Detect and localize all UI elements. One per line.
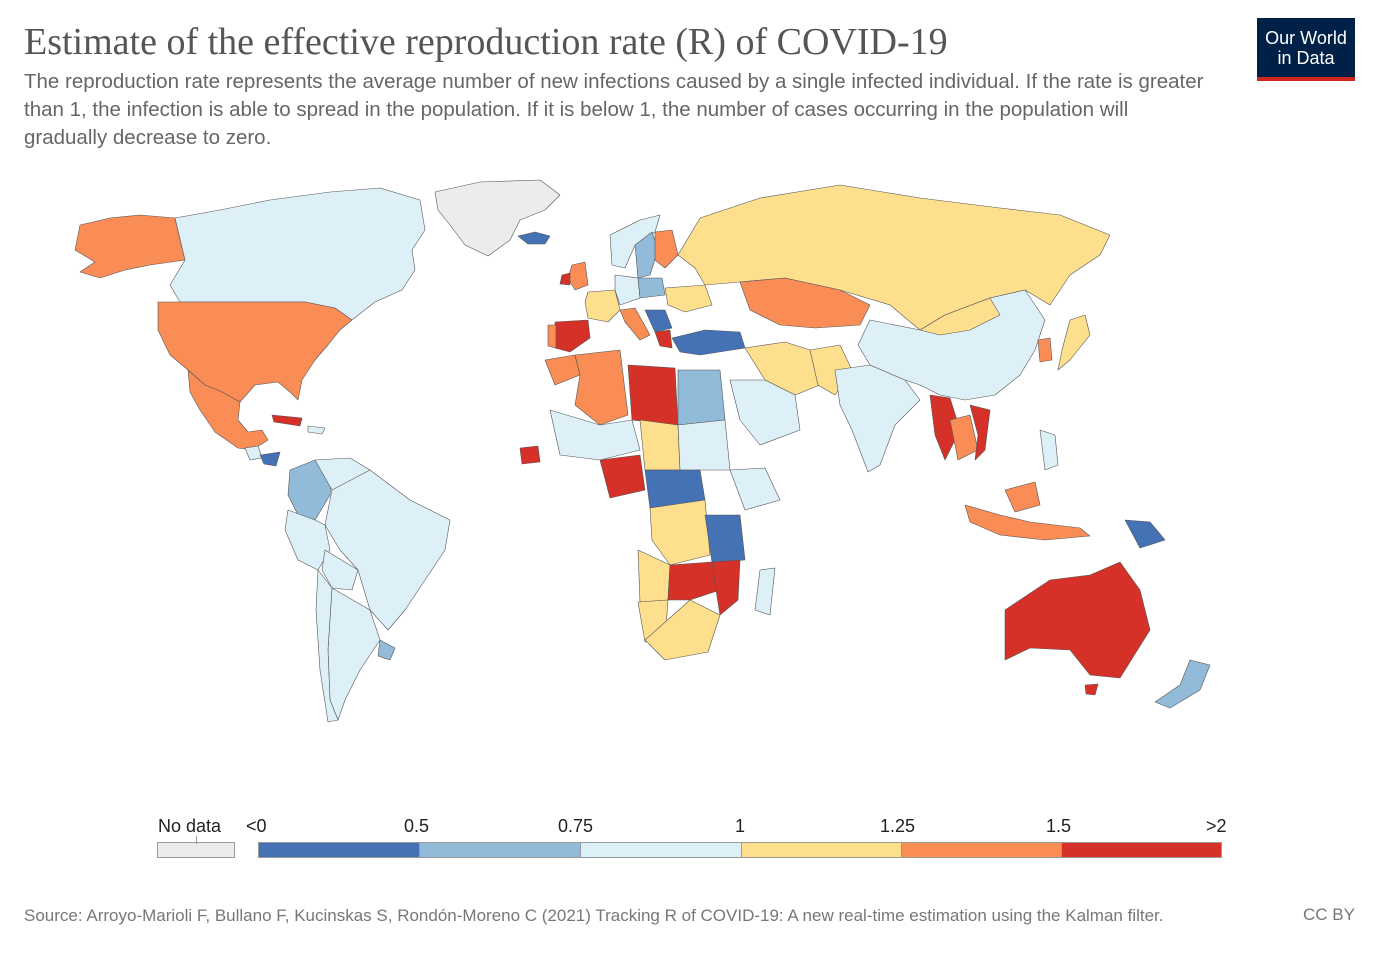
chart-title: Estimate of the effective reproduction r…: [24, 21, 948, 63]
country-new-zealand[interactable]: [1154, 659, 1211, 709]
country-usa[interactable]: [157, 301, 353, 403]
country-turkey[interactable]: [671, 329, 746, 356]
source-note: Source: Arroyo-Marioli F, Bullano F, Kuc…: [24, 906, 1164, 925]
country-ireland[interactable]: [559, 272, 571, 286]
legend-label-0: <0: [246, 816, 267, 836]
legend-no-data-label: No data: [158, 816, 222, 836]
country-sweden[interactable]: [634, 231, 659, 279]
country-guatemala[interactable]: [244, 445, 263, 461]
country-japan[interactable]: [1057, 314, 1091, 371]
country-mali-niger[interactable]: [549, 409, 641, 461]
legend-no-data-tick: [196, 836, 197, 844]
country-spain[interactable]: [554, 319, 591, 353]
country-tanzania[interactable]: [704, 514, 746, 563]
country-russia[interactable]: [677, 184, 1111, 331]
country-mozambique[interactable]: [711, 559, 741, 616]
legend-swatch-bin-5[interactable]: [1061, 842, 1222, 858]
owid-logo[interactable]: Our World in Data: [1257, 18, 1355, 81]
country-portugal[interactable]: [547, 324, 557, 349]
country-zambia-zimbabwe[interactable]: [667, 561, 721, 601]
country-morocco[interactable]: [544, 354, 581, 386]
country-saudi-arabia[interactable]: [729, 379, 801, 446]
legend-label-3: 1: [735, 816, 746, 836]
country-madagascar[interactable]: [754, 567, 776, 616]
country-tasmania[interactable]: [1084, 683, 1099, 696]
logo-line-2: in Data: [1277, 48, 1335, 68]
legend-swatch-bin-3[interactable]: [741, 842, 903, 858]
legend-swatch-bin-4[interactable]: [901, 842, 1063, 858]
country-greenland[interactable]: [434, 179, 561, 257]
country-nigeria[interactable]: [599, 454, 646, 499]
country-uruguay[interactable]: [377, 639, 396, 661]
country-senegal[interactable]: [519, 445, 541, 465]
country-ukraine[interactable]: [664, 284, 713, 313]
legend-label-6: >2: [1206, 816, 1227, 836]
country-ethiopia[interactable]: [729, 467, 781, 511]
country-cuba[interactable]: [271, 414, 303, 427]
country-kazakhstan[interactable]: [739, 277, 871, 329]
country-borneo[interactable]: [1004, 481, 1041, 513]
country-italy[interactable]: [619, 307, 651, 341]
color-legend: No data <0 0.5 0.75 1 1.25 1.5 >2: [0, 810, 1379, 870]
country-germany[interactable]: [614, 274, 641, 306]
legend-swatch-bin-1[interactable]: [419, 842, 581, 858]
country-france[interactable]: [584, 289, 621, 323]
legend-label-5: 1.5: [1046, 816, 1072, 836]
legend-label-4: 1.25: [880, 816, 916, 836]
country-drc[interactable]: [649, 499, 711, 566]
country-greece[interactable]: [654, 329, 673, 349]
country-egypt[interactable]: [677, 369, 726, 426]
country-indonesia[interactable]: [964, 504, 1091, 541]
world-map: [74, 179, 1211, 723]
country-poland[interactable]: [637, 277, 666, 299]
country-papua-new-guinea[interactable]: [1124, 519, 1166, 549]
country-algeria[interactable]: [574, 349, 629, 426]
country-libya[interactable]: [627, 364, 679, 426]
country-myanmar[interactable]: [929, 394, 961, 461]
country-chile[interactable]: [315, 569, 339, 723]
legend-no-data-swatch[interactable]: [157, 842, 235, 858]
country-finland[interactable]: [654, 229, 679, 269]
legend-label-2: 0.75: [558, 816, 594, 836]
country-uk[interactable]: [567, 261, 589, 291]
legend-swatch-bin-0[interactable]: [258, 842, 420, 858]
country-bolivia[interactable]: [321, 549, 359, 591]
country-canada[interactable]: [169, 187, 426, 321]
logo-line-1: Our World: [1265, 28, 1347, 48]
legend-label-1: 0.5: [404, 816, 430, 836]
country-south-africa[interactable]: [644, 599, 721, 661]
chart-subtitle: The reproduction rate represents the ave…: [24, 70, 1204, 149]
country-thailand[interactable]: [949, 414, 979, 461]
country-iceland[interactable]: [517, 231, 551, 245]
logo-accent-bar: [1257, 77, 1355, 81]
country-philippines[interactable]: [1039, 429, 1059, 471]
country-mongolia[interactable]: [919, 297, 1001, 336]
license-link[interactable]: CC BY: [1303, 905, 1355, 924]
country-sudan[interactable]: [677, 419, 731, 471]
country-australia[interactable]: [1004, 561, 1151, 679]
country-alaska[interactable]: [74, 214, 186, 279]
country-brazil[interactable]: [324, 469, 451, 631]
country-mexico[interactable]: [187, 369, 269, 451]
country-hispaniola[interactable]: [307, 425, 326, 435]
country-chad[interactable]: [639, 419, 681, 471]
country-korea[interactable]: [1037, 337, 1053, 363]
legend-swatch-bin-2[interactable]: [580, 842, 742, 858]
country-honduras[interactable]: [259, 451, 281, 467]
country-vietnam[interactable]: [969, 404, 991, 461]
country-balkans[interactable]: [644, 309, 673, 333]
